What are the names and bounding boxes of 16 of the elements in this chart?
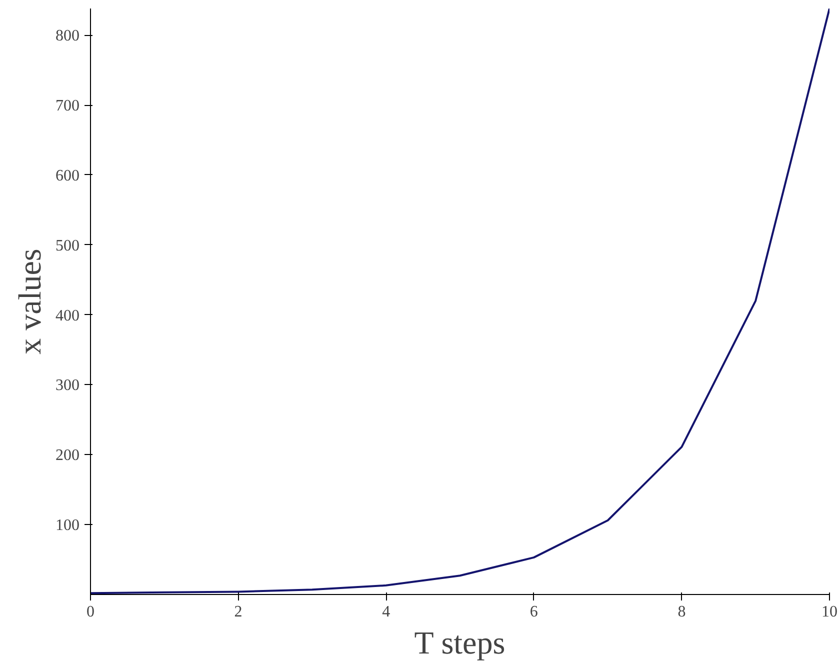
y-tick-label: 700 — [56, 98, 80, 114]
x-tick-label: 6 — [530, 604, 538, 620]
y-tick-label: 300 — [56, 377, 80, 394]
y-axis-title: x values — [12, 248, 48, 354]
x-tick-label: 0 — [86, 604, 94, 620]
y-tick-label: 100 — [56, 517, 80, 534]
y-tick-label: 400 — [56, 307, 80, 324]
y-tick-label: 600 — [56, 167, 80, 184]
x-tick-label: 4 — [382, 604, 390, 620]
y-tick-label: 800 — [56, 28, 80, 45]
y-tick-label: 500 — [56, 237, 80, 254]
x-axis-title: T steps — [414, 624, 506, 660]
y-tick-label: 200 — [56, 447, 80, 464]
x-tick-label: 8 — [678, 604, 686, 620]
x-tick-label: 2 — [234, 604, 242, 620]
x-tick-label: 10 — [822, 604, 838, 620]
